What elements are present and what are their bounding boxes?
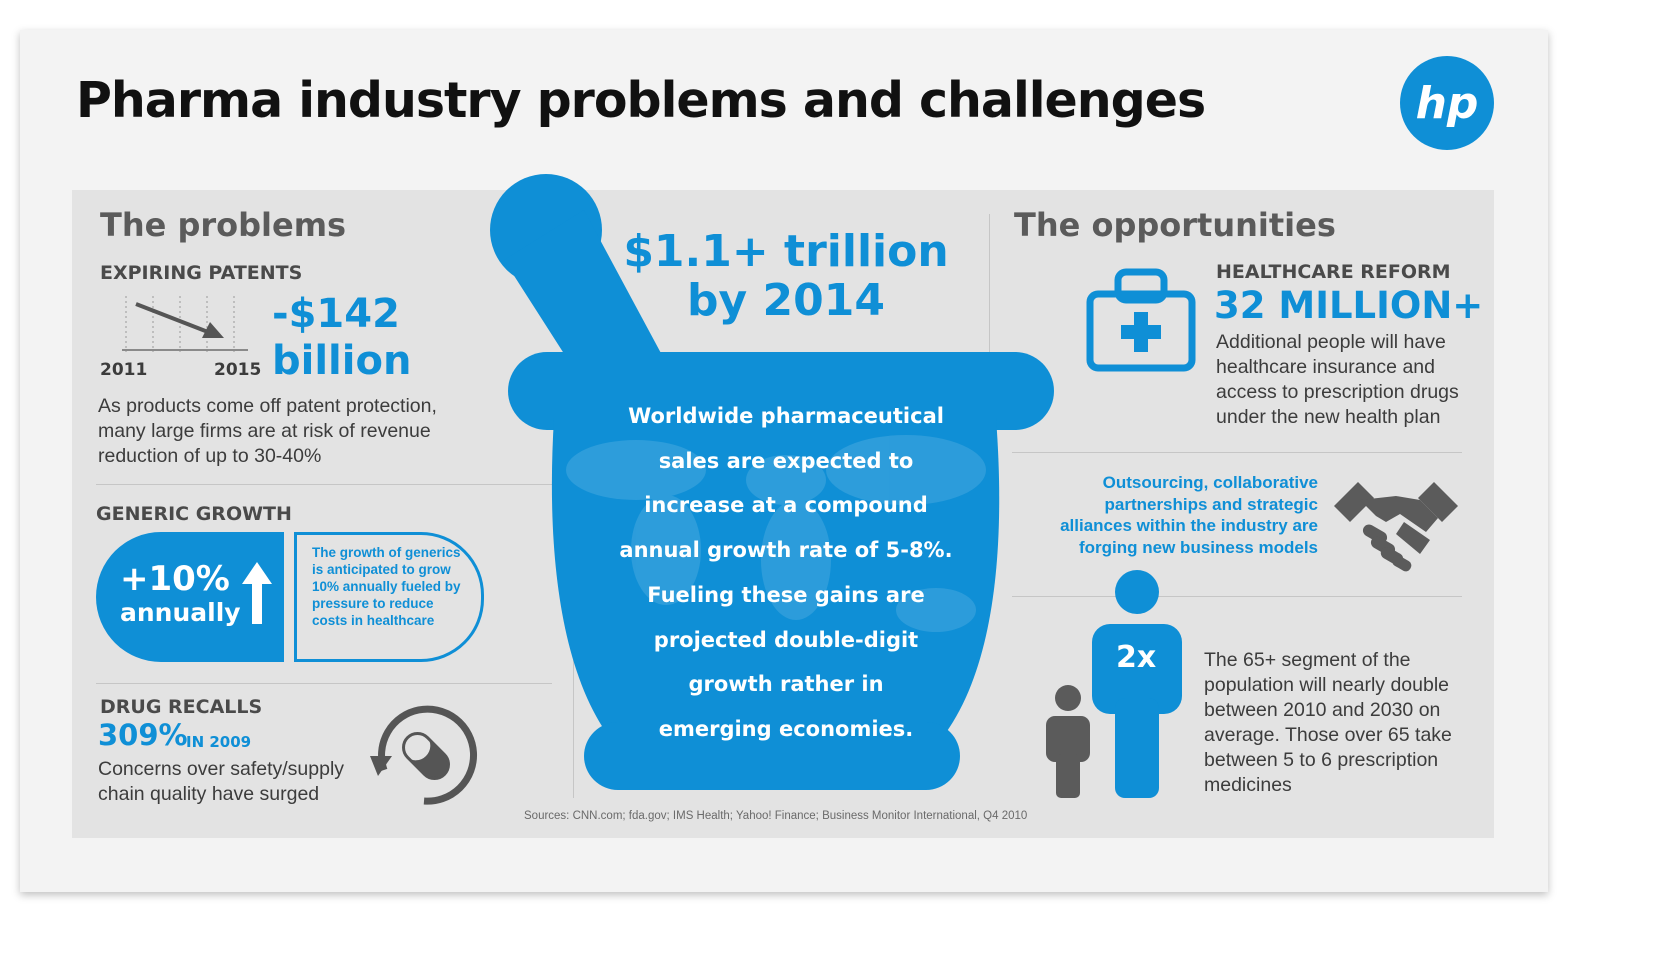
center-description: Worldwide pharmaceutical sales are expec… — [596, 394, 976, 752]
world-map-graphic — [566, 435, 986, 632]
handshake-icon — [1334, 482, 1458, 572]
center-line: annual growth rate of 5-8%. — [619, 538, 953, 563]
generic-info-pill — [294, 532, 484, 662]
mortar-and-pestle-illustration — [490, 174, 1054, 790]
outsourcing-description: Outsourcing, collaborative partnerships … — [1060, 473, 1318, 557]
divider — [989, 214, 990, 352]
population-growth-illustration — [1046, 570, 1182, 798]
patents-value-unit: billion — [272, 338, 412, 384]
divider — [1012, 596, 1462, 597]
patents-value: -$142 — [272, 291, 400, 337]
up-arrow-icon — [242, 562, 272, 624]
divider — [1012, 452, 1462, 453]
center-line: growth rather in — [688, 672, 884, 697]
page-title: Pharma industry problems and challenges — [76, 72, 1206, 129]
sources-note: Sources: CNN.com; fda.gov; IMS Health; Y… — [524, 810, 1028, 822]
recalls-suffix: IN 2009 — [186, 733, 252, 751]
child-figure-icon — [1046, 685, 1090, 798]
reform-description: Additional people will have healthcare i… — [1216, 331, 1459, 428]
divider — [96, 683, 552, 684]
hp-logo-text: hp — [1416, 78, 1479, 129]
center-line: increase at a compound — [644, 493, 928, 518]
center-line: sales are expected to — [658, 448, 914, 473]
center-headline-2: by 2014 — [687, 275, 885, 326]
pill-recall-icon — [370, 705, 477, 805]
center-line: Worldwide pharmaceutical — [628, 404, 944, 428]
patents-label: EXPIRING PATENTS — [100, 262, 303, 284]
reform-value: 32 MILLION+ — [1214, 284, 1484, 327]
adult-figure-icon — [1092, 570, 1182, 798]
generic-value-unit: annually — [120, 598, 241, 627]
patents-description: As products come off patent protection, … — [98, 395, 437, 467]
patents-trend-chart — [122, 296, 248, 352]
recalls-value: 309% — [98, 718, 188, 752]
recalls-label: DRUG RECALLS — [100, 696, 263, 718]
divider — [96, 484, 552, 485]
generic-value: +10% — [120, 559, 230, 599]
problems-heading: The problems — [100, 206, 347, 244]
center-line: emerging economies. — [658, 716, 914, 741]
population-description: The 65+ segment of the population will n… — [1204, 649, 1452, 796]
generic-description: The growth of generics is anticipated to… — [312, 545, 461, 628]
population-multiplier: 2x — [1116, 640, 1157, 675]
hp-logo: hp — [1400, 56, 1494, 150]
generic-label: GENERIC GROWTH — [96, 503, 292, 525]
medical-kit-icon — [1086, 268, 1196, 372]
recalls-description: Concerns over safety/supply chain qualit… — [98, 758, 345, 805]
patents-year-end: 2015 — [214, 360, 262, 380]
patents-year-start: 2011 — [100, 360, 148, 380]
center-line: Fueling these gains are — [647, 582, 925, 607]
center-headline-1: $1.1+ trillion — [623, 226, 949, 277]
center-line: projected double-digit — [653, 627, 919, 652]
opportunities-heading: The opportunities — [1014, 206, 1336, 244]
divider — [573, 660, 574, 798]
reform-label: HEALTHCARE REFORM — [1216, 261, 1451, 283]
